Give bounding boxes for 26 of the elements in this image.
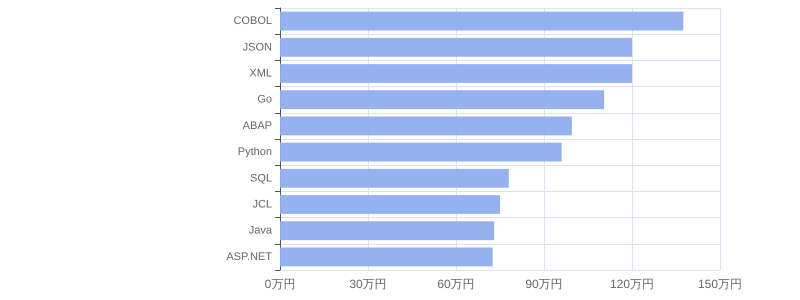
bar [280, 90, 604, 110]
x-tick-label: 90万円 [525, 277, 563, 291]
bar [280, 64, 632, 83]
x-tick-label: 120万円 [610, 277, 654, 291]
bar [280, 247, 493, 266]
y-tick-label: SQL [250, 172, 272, 184]
bar [280, 168, 509, 188]
y-tick-label: JSON [242, 41, 272, 54]
bar [280, 142, 562, 162]
bar [280, 38, 632, 57]
x-tick-label: 150万円 [698, 277, 742, 291]
y-tick-label: Go [257, 94, 272, 106]
y-tick-label: XML [249, 68, 272, 80]
y-tick-label: COBOL [233, 15, 272, 28]
y-tick-label: JCL [252, 198, 272, 210]
y-tick-label: Java [248, 224, 273, 237]
bar [280, 221, 494, 240]
x-tick-label: 0万円 [264, 277, 296, 291]
x-tick-label: 30万円 [349, 277, 387, 291]
x-tick-label: 60万円 [437, 277, 475, 291]
bar [280, 116, 572, 136]
bar [280, 12, 684, 31]
y-tick-label: ASP.NET [226, 250, 272, 263]
bar [280, 195, 500, 214]
y-tick-label: ABAP [242, 120, 272, 132]
y-tick-label: Python [238, 146, 272, 158]
